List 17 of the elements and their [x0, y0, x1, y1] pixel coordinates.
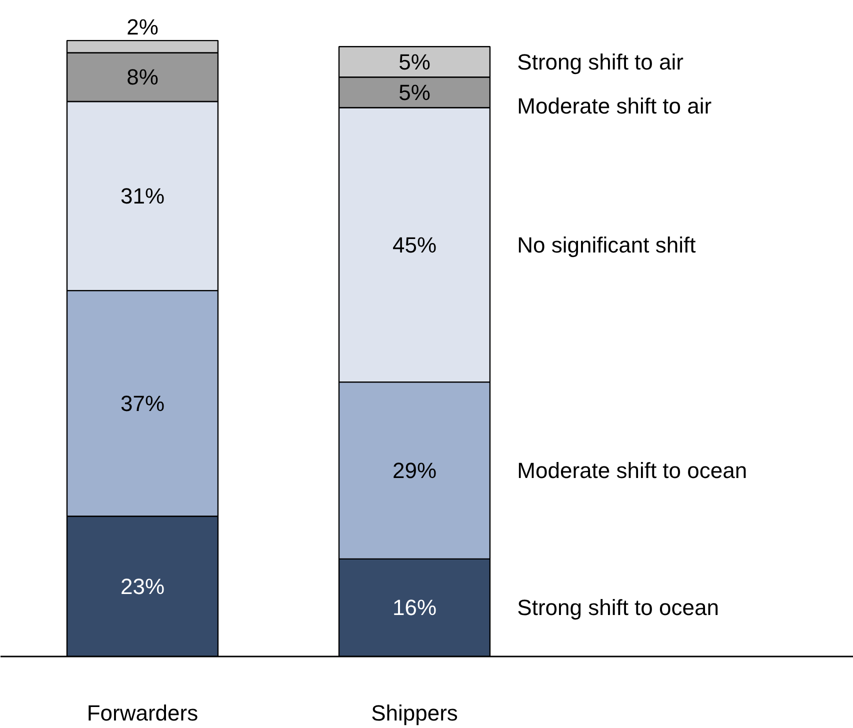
- data-label: 8%: [126, 64, 158, 90]
- data-label: 16%: [392, 595, 437, 620]
- series-label: Strong shift to air: [517, 49, 684, 74]
- data-label: 5%: [398, 80, 430, 105]
- data-label: 37%: [120, 390, 165, 416]
- series-label: Moderate shift to air: [517, 94, 712, 119]
- data-label: 23%: [120, 574, 165, 599]
- x-tick-label: Shippers: [371, 700, 458, 726]
- data-label: 5%: [398, 49, 430, 74]
- data-label: 2%: [126, 14, 158, 40]
- data-label: 45%: [392, 232, 437, 258]
- series-label: No significant shift: [517, 232, 696, 258]
- data-label: 29%: [392, 458, 437, 483]
- x-tick-label: Forwarders: [86, 700, 198, 726]
- series-label: Strong shift to ocean: [517, 595, 719, 620]
- data-label: 31%: [120, 184, 165, 209]
- series-label: Moderate shift to ocean: [517, 458, 748, 483]
